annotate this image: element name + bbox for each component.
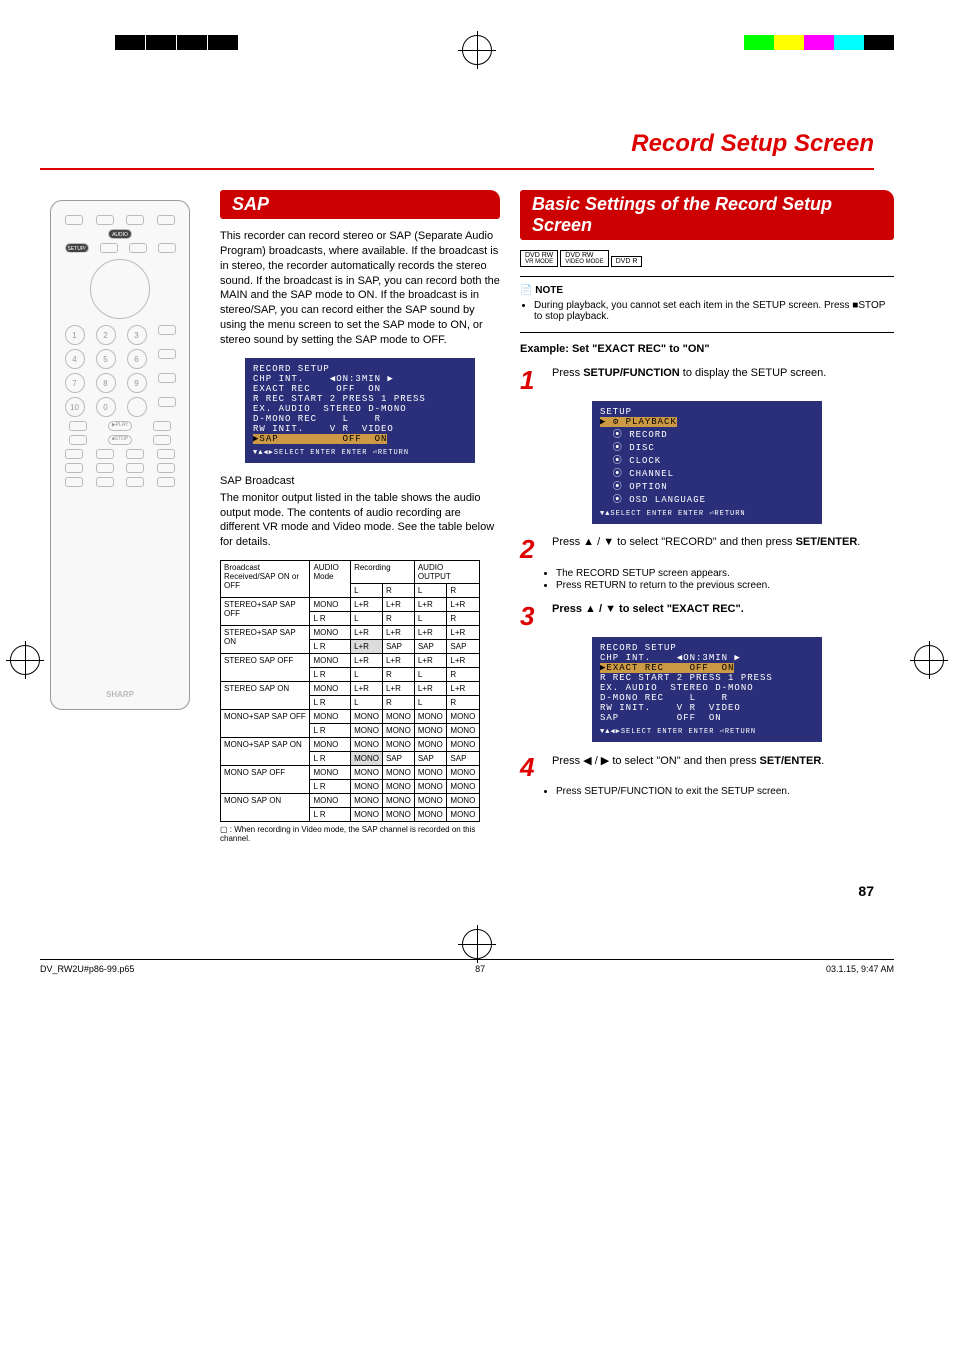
note-heading: NOTE xyxy=(520,285,894,296)
printer-marks-bottom: DV_RW2U#p86-99.p65 87 03.1.15, 9:47 AM xyxy=(0,929,954,989)
crosshair-right xyxy=(914,645,944,680)
crosshair-left xyxy=(10,645,40,680)
sap-heading: SAP xyxy=(220,190,500,219)
remote-brand: SHARP xyxy=(51,690,189,699)
title-rule xyxy=(40,168,874,170)
sap-osd: RECORD SETUP CHP INT. ◀ON:3MIN ▶EXACT RE… xyxy=(245,358,475,463)
registration-marks-left xyxy=(115,35,239,55)
note-item: During playback, you cannot set each ite… xyxy=(534,300,894,322)
step-4: 4 Press ◀ / ▶ to select "ON" and then pr… xyxy=(520,754,894,780)
disc-badges: DVD RWVR MODEDVD RWVIDEO MODEDVD R xyxy=(520,250,894,268)
step-1: 1 Press SETUP/FUNCTION to display the SE… xyxy=(520,367,894,393)
step-2: 2 Press ▲ / ▼ to select "RECORD" and the… xyxy=(520,536,894,562)
printer-marks-top xyxy=(0,0,954,60)
step-3: 3 Press ▲ / ▼ to select "EXACT REC". xyxy=(520,603,894,629)
example-text: Example: Set "EXACT REC" to "ON" xyxy=(520,343,894,355)
footer-info: DV_RW2U#p86-99.p65 87 03.1.15, 9:47 AM xyxy=(40,959,894,974)
page-number: 87 xyxy=(0,843,954,899)
setup-osd: SETUP ▶ ⚙ PLAYBACK ⦿ RECORD ⦿ DISC ⦿ CLO… xyxy=(592,401,822,524)
step-4-bullets: Press SETUP/FUNCTION to exit the SETUP s… xyxy=(520,786,894,797)
crosshair-top xyxy=(462,35,492,70)
color-marks-right xyxy=(744,35,894,55)
record-setup-osd: RECORD SETUP CHP INT. ◀ON:3MIN ▶ ▶EXACT … xyxy=(592,637,822,742)
step-2-bullets: The RECORD SETUP screen appears. Press R… xyxy=(520,568,894,591)
page-title: Record Setup Screen xyxy=(0,60,954,168)
sap-broadcast-heading: SAP Broadcast xyxy=(220,475,500,487)
sap-table-note: ▢ : When recording in Video mode, the SA… xyxy=(220,825,500,843)
note-box: NOTE During playback, you cannot set eac… xyxy=(520,276,894,333)
basic-heading: Basic Settings of the Record Setup Scree… xyxy=(520,190,894,240)
disc-badge: DVD R xyxy=(611,256,643,267)
sap-intro: This recorder can record stereo or SAP (… xyxy=(220,229,500,348)
sap-broadcast-text: The monitor output listed in the table s… xyxy=(220,491,500,550)
disc-badge: DVD RWVIDEO MODE xyxy=(560,250,608,267)
remote-illustration: AUDIO SETUP/FUNCTION 123 456 789 100 ▶PL… xyxy=(50,200,190,710)
sap-table: Broadcast Received/SAP ON or OFF AUDIO M… xyxy=(220,560,480,822)
disc-badge: DVD RWVR MODE xyxy=(520,250,558,267)
